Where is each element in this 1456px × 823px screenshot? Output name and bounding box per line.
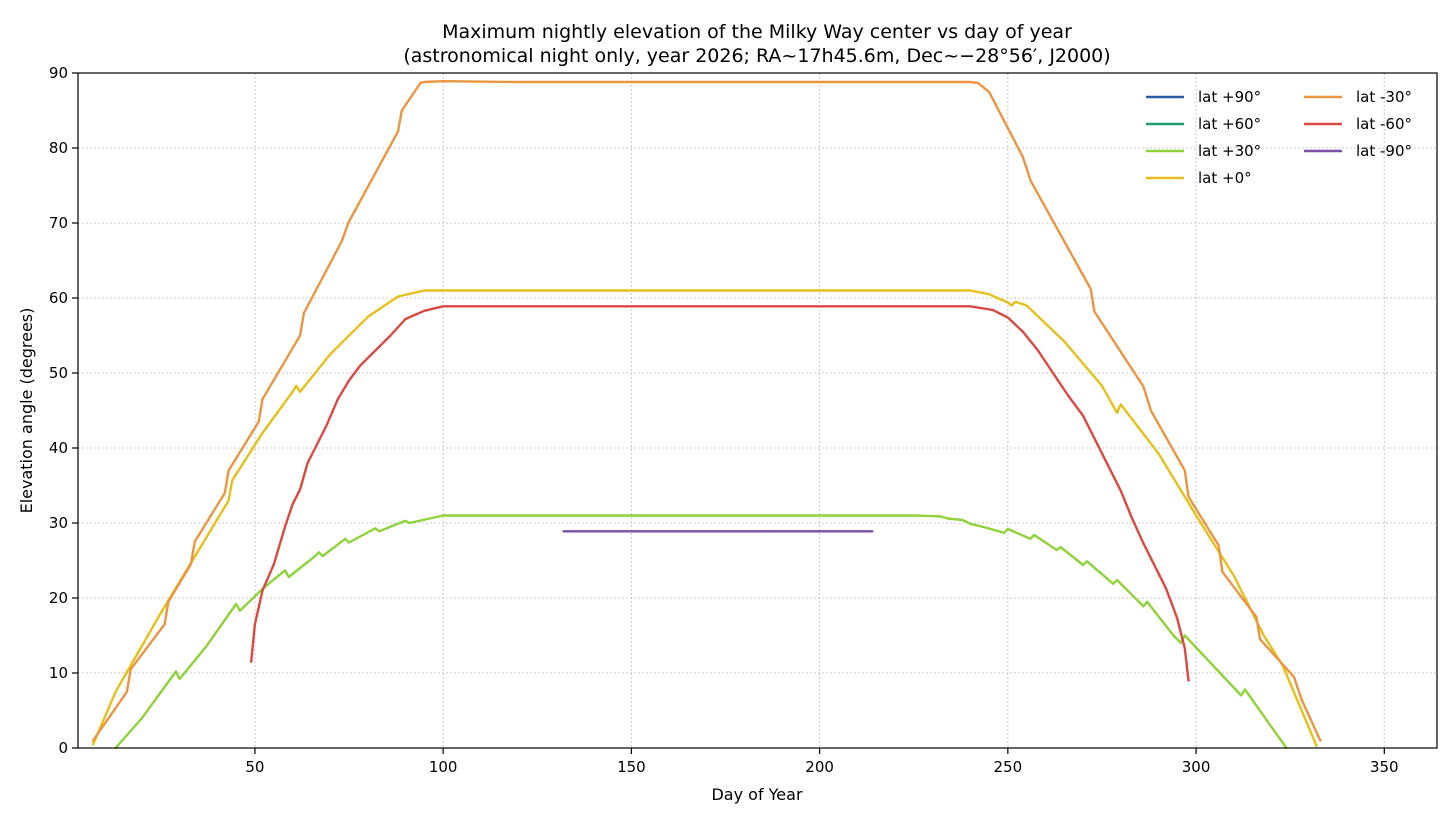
legend-label: lat +90° <box>1198 88 1261 106</box>
chart-title: Maximum nightly elevation of the Milky W… <box>442 21 1072 43</box>
x-tick-label: 250 <box>994 758 1023 776</box>
y-tick-label: 90 <box>49 64 68 82</box>
y-tick-label: 0 <box>58 739 68 757</box>
y-tick-label: 60 <box>49 289 68 307</box>
x-tick-label: 350 <box>1370 758 1399 776</box>
y-tick-label: 80 <box>49 139 68 157</box>
legend-label: lat +0° <box>1198 169 1252 187</box>
x-tick-label: 300 <box>1182 758 1211 776</box>
y-tick-label: 70 <box>49 214 68 232</box>
legend-label: lat +60° <box>1198 115 1261 133</box>
series-line-4 <box>91 80 1322 742</box>
y-axis-label: Elevation angle (degrees) <box>17 308 36 514</box>
series-line-2 <box>114 514 1288 750</box>
series-line-3 <box>91 289 1318 747</box>
legend-label: lat +30° <box>1198 142 1261 160</box>
y-tick-label: 40 <box>49 439 68 457</box>
x-tick-label: 50 <box>245 758 264 776</box>
axis-ticks: 50 100 150 200 250 300 350 0 10 20 30 40 50 60 70 80 90 <box>49 64 1399 776</box>
plot-lines <box>91 80 1322 750</box>
x-axis-label: Day of Year <box>711 785 802 804</box>
x-tick-label: 100 <box>429 758 458 776</box>
y-tick-label: 30 <box>49 514 68 532</box>
x-tick-label: 150 <box>617 758 646 776</box>
series-line-5 <box>250 305 1190 682</box>
chart-subtitle: (astronomical night only, year 2026; RA~… <box>403 45 1110 67</box>
y-tick-label: 50 <box>49 364 68 382</box>
y-tick-label: 10 <box>49 664 68 682</box>
legend-label: lat -60° <box>1356 115 1412 133</box>
legend: lat +90° lat +60° lat +30° lat +0° lat -30° l… <box>1146 88 1412 187</box>
y-tick-label: 20 <box>49 589 68 607</box>
legend-label: lat -30° <box>1356 88 1412 106</box>
x-tick-label: 200 <box>805 758 834 776</box>
plot-frame <box>77 72 1438 749</box>
legend-label: lat -90° <box>1356 142 1412 160</box>
